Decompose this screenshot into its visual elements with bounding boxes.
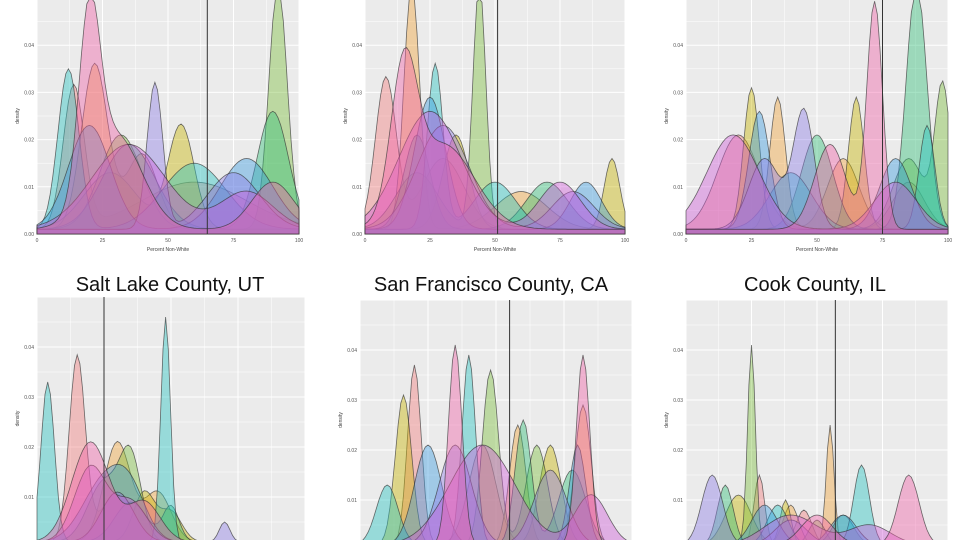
density-series-5 (364, 134, 626, 235)
y-axis-label: density (15, 410, 21, 426)
y-tick-label: 0.02 (352, 138, 362, 144)
x-tick-label: 25 (100, 238, 106, 244)
density-series-5 (36, 110, 300, 235)
density-series-6 (362, 354, 488, 540)
y-tick-label: 0.00 (673, 232, 683, 238)
panel-title: Salt Lake County, UT (75, 274, 265, 296)
density-series-10 (436, 344, 603, 540)
density-series-6 (755, 464, 881, 540)
density-series-5 (707, 484, 864, 540)
y-tick-label: 0.01 (24, 185, 34, 191)
y-tick-label: 0.03 (673, 398, 683, 404)
density-series-1 (395, 364, 517, 540)
density-series-4 (740, 344, 832, 540)
x-tick-label: 100 (295, 238, 304, 244)
y-tick-label: 0.01 (673, 498, 683, 504)
y-tick-label: 0.01 (673, 185, 683, 191)
density-series-2 (774, 424, 841, 540)
y-tick-label: 0.00 (24, 232, 34, 238)
density-series-10 (364, 46, 626, 235)
density-series-8 (36, 81, 300, 235)
x-tick-label: 50 (814, 238, 820, 244)
density-series-9 (36, 143, 300, 235)
density-series-6 (685, 124, 949, 235)
density-series-9 (739, 514, 906, 540)
x-tick-label: 75 (231, 238, 237, 244)
y-tick-label: 0.03 (673, 90, 683, 96)
density-series-3 (36, 123, 300, 235)
panel-2: 0.00 0.01 0.02 0.03 0.04 0 25 50 75 100 Percent No… (343, 0, 629, 253)
density-series-7 (393, 444, 599, 540)
x-tick-label: 0 (685, 238, 688, 244)
x-tick-label: 75 (880, 238, 886, 244)
density-series-6 (36, 67, 300, 235)
x-tick-label: 25 (749, 238, 755, 244)
density-series-4 (468, 368, 565, 540)
y-tick-label: 0.04 (24, 43, 34, 49)
y-tick-label: 0.03 (24, 395, 34, 401)
y-tick-label: 0.02 (347, 448, 357, 454)
density-series-10 (786, 474, 934, 540)
y-tick-label: 0.04 (673, 43, 683, 49)
x-tick-label: 75 (557, 238, 563, 244)
density-series-3 (381, 393, 578, 540)
x-tick-label: 0 (36, 238, 39, 244)
y-tick-label: 0.02 (24, 445, 34, 451)
y-axis-label: density (338, 412, 344, 428)
panel-title: San Francisco County, CA (373, 274, 609, 296)
x-axis-label: Percent Non-White (147, 247, 189, 253)
density-series-1 (52, 353, 160, 540)
density-series-1 (746, 473, 820, 540)
y-tick-label: 0.04 (347, 348, 357, 354)
y-axis-label: density (15, 108, 21, 124)
panel-1: 0.00 0.01 0.02 0.03 0.04 0 25 50 75 100 Percent No… (15, 0, 303, 253)
density-series-10 (36, 0, 300, 235)
x-tick-label: 50 (492, 238, 498, 244)
y-axis-label: density (343, 108, 349, 124)
y-tick-label: 0.01 (352, 185, 362, 191)
y-tick-label: 0.02 (673, 138, 683, 144)
density-series-7 (46, 463, 174, 540)
density-series-9 (364, 110, 626, 235)
panel-4: 0.01 0.02 0.03 0.04 density (15, 296, 306, 540)
y-tick-label: 0.02 (24, 138, 34, 144)
y-tick-label: 0.00 (352, 232, 362, 238)
density-series-10 (36, 441, 186, 540)
density-series-3 (709, 494, 798, 540)
panel-3: 0.00 0.01 0.02 0.03 0.04 0 25 50 75 100 Percent No… (664, 0, 952, 253)
x-axis-label: Percent Non-White (474, 247, 516, 253)
y-tick-label: 0.01 (347, 498, 357, 504)
x-tick-label: 25 (427, 238, 433, 244)
density-series-7 (36, 124, 300, 235)
y-tick-label: 0.04 (673, 348, 683, 354)
density-series-1 (36, 83, 300, 235)
y-tick-label: 0.03 (347, 398, 357, 404)
y-tick-label: 0.02 (673, 448, 683, 454)
y-tick-label: 0.01 (24, 495, 34, 501)
density-series-4 (36, 0, 300, 235)
density-series-6 (36, 316, 182, 540)
density-series-8 (75, 491, 238, 540)
y-axis-label: density (664, 412, 670, 428)
density-series-2 (496, 403, 605, 540)
density-series-2 (364, 0, 626, 235)
panel-5: 0.01 0.02 0.03 0.04 density (338, 299, 633, 540)
x-tick-label: 100 (621, 238, 630, 244)
x-tick-label: 50 (165, 238, 171, 244)
panel-title: Cook County, IL (744, 274, 886, 296)
x-axis-label: Percent Non-White (796, 247, 838, 253)
y-axis-label: density (664, 108, 670, 124)
density-series-5 (89, 501, 192, 540)
panel-6: 0.01 0.02 0.03 0.04 density (664, 299, 949, 540)
density-series-9 (45, 464, 172, 540)
y-tick-label: 0.03 (24, 90, 34, 96)
density-series-9 (401, 444, 628, 540)
y-tick-label: 0.04 (24, 345, 34, 351)
x-tick-label: 0 (364, 238, 367, 244)
x-tick-label: 100 (944, 238, 953, 244)
y-tick-label: 0.04 (352, 43, 362, 49)
y-tick-label: 0.03 (352, 90, 362, 96)
